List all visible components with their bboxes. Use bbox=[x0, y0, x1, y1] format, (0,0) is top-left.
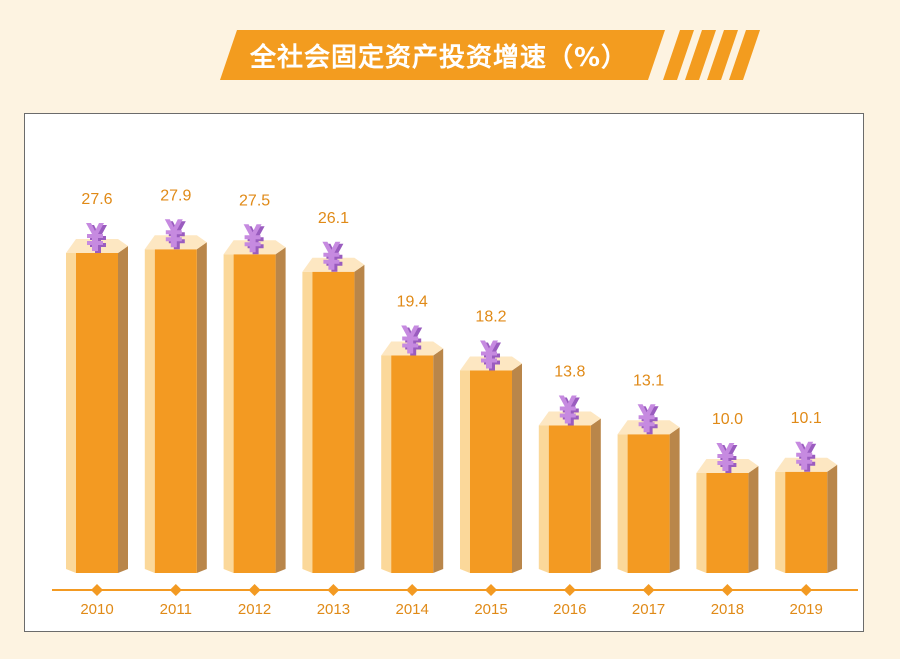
bar-side-left bbox=[538, 425, 549, 573]
axis-marker bbox=[406, 584, 419, 596]
x-tick-label: 2011 bbox=[160, 601, 192, 618]
bar-side-right bbox=[590, 418, 601, 573]
yuan-icon-face bbox=[716, 443, 735, 471]
data-label: 19.4 bbox=[397, 294, 428, 311]
bar-side-right bbox=[827, 464, 838, 573]
bar-front bbox=[233, 254, 276, 573]
axis-marker bbox=[327, 584, 340, 596]
banner-bar bbox=[220, 30, 665, 80]
bar-side-left bbox=[696, 473, 707, 573]
data-label: 27.5 bbox=[239, 192, 270, 209]
yuan-icon bbox=[86, 223, 107, 253]
bar bbox=[696, 459, 759, 573]
data-label: 10.0 bbox=[712, 411, 743, 428]
x-tick-label: 2012 bbox=[238, 601, 271, 618]
yuan-icon-face bbox=[558, 395, 577, 424]
bar-front bbox=[706, 473, 749, 573]
bar-front bbox=[154, 249, 197, 573]
x-tick-label: 2018 bbox=[711, 601, 744, 618]
yuan-icon bbox=[243, 224, 265, 255]
x-tick-label: 2015 bbox=[474, 601, 507, 618]
yuan-icon bbox=[558, 395, 580, 426]
banner-stripe bbox=[663, 30, 694, 80]
yuan-icon-face bbox=[401, 325, 420, 354]
bar-side-left bbox=[617, 434, 628, 573]
bar bbox=[144, 235, 207, 573]
x-tick-label: 2017 bbox=[632, 601, 665, 618]
bar-front bbox=[627, 434, 670, 573]
yuan-icon-face bbox=[164, 219, 183, 248]
axis-marker bbox=[485, 584, 497, 596]
yuan-icon-face bbox=[322, 241, 341, 270]
data-label: 27.6 bbox=[81, 191, 112, 208]
banner-stripe bbox=[685, 30, 716, 80]
x-tick-label: 2013 bbox=[317, 601, 350, 618]
bar-side-right bbox=[196, 242, 207, 573]
axis-marker bbox=[800, 584, 813, 596]
axis-marker bbox=[91, 584, 103, 596]
bar bbox=[538, 411, 601, 573]
x-tick-label: 2010 bbox=[80, 601, 113, 618]
yuan-icon bbox=[716, 443, 738, 473]
bar bbox=[302, 257, 365, 573]
yuan-icon-face bbox=[637, 404, 656, 433]
bar bbox=[381, 341, 444, 573]
bar-front bbox=[312, 271, 355, 573]
yuan-icon bbox=[795, 441, 817, 472]
bar-side-right bbox=[512, 363, 522, 573]
yuan-icon bbox=[480, 340, 501, 371]
bar-side-right bbox=[748, 466, 759, 573]
axis-marker bbox=[563, 584, 576, 596]
data-label: 18.2 bbox=[475, 309, 506, 326]
data-label: 13.8 bbox=[554, 364, 585, 381]
x-tick-label: 2014 bbox=[396, 601, 429, 618]
yuan-icon bbox=[164, 219, 186, 250]
chart-title: 全社会固定资产投资增速（%） bbox=[250, 43, 629, 73]
yuan-icon bbox=[401, 325, 423, 356]
x-tick-label: 2019 bbox=[790, 601, 823, 618]
yuan-icon-face bbox=[795, 441, 814, 470]
bar bbox=[223, 240, 286, 573]
yuan-icon-face bbox=[243, 224, 262, 253]
bar-front bbox=[391, 355, 434, 573]
yuan-icon-face bbox=[86, 223, 104, 251]
banner-stripe bbox=[729, 30, 760, 80]
bar bbox=[775, 457, 838, 573]
bar-side-right bbox=[275, 247, 286, 573]
bar-front bbox=[785, 471, 828, 573]
data-label: 10.1 bbox=[791, 410, 822, 427]
banner-stripe bbox=[707, 30, 738, 80]
data-label: 27.9 bbox=[160, 187, 191, 204]
axis-marker bbox=[642, 584, 655, 596]
bar-front bbox=[76, 253, 118, 573]
data-label: 26.1 bbox=[318, 210, 349, 227]
bar-side-right bbox=[118, 246, 128, 573]
bar bbox=[617, 420, 680, 573]
bar-side-left bbox=[302, 271, 313, 573]
axis-marker bbox=[169, 584, 182, 596]
bar-side-left bbox=[460, 370, 470, 573]
yuan-icon bbox=[322, 241, 344, 272]
yuan-icon bbox=[637, 404, 659, 435]
bar-side-left bbox=[66, 253, 76, 573]
bar-side-left bbox=[775, 471, 786, 573]
bar-side-right bbox=[669, 427, 680, 573]
title-banner bbox=[220, 30, 760, 80]
bar-front bbox=[548, 425, 591, 573]
bar bbox=[66, 239, 128, 573]
x-tick-label: 2016 bbox=[553, 601, 586, 618]
bar-side-right bbox=[354, 264, 365, 573]
axis-marker bbox=[248, 584, 261, 596]
bar-side-left bbox=[223, 254, 234, 573]
bar-side-left bbox=[144, 249, 155, 573]
bar-side-left bbox=[381, 355, 392, 573]
yuan-icon-face bbox=[480, 340, 498, 369]
data-label: 13.1 bbox=[633, 372, 664, 389]
axis-marker bbox=[721, 584, 734, 596]
bar-front bbox=[470, 370, 512, 573]
bar bbox=[460, 356, 522, 573]
bar-side-right bbox=[433, 348, 444, 573]
